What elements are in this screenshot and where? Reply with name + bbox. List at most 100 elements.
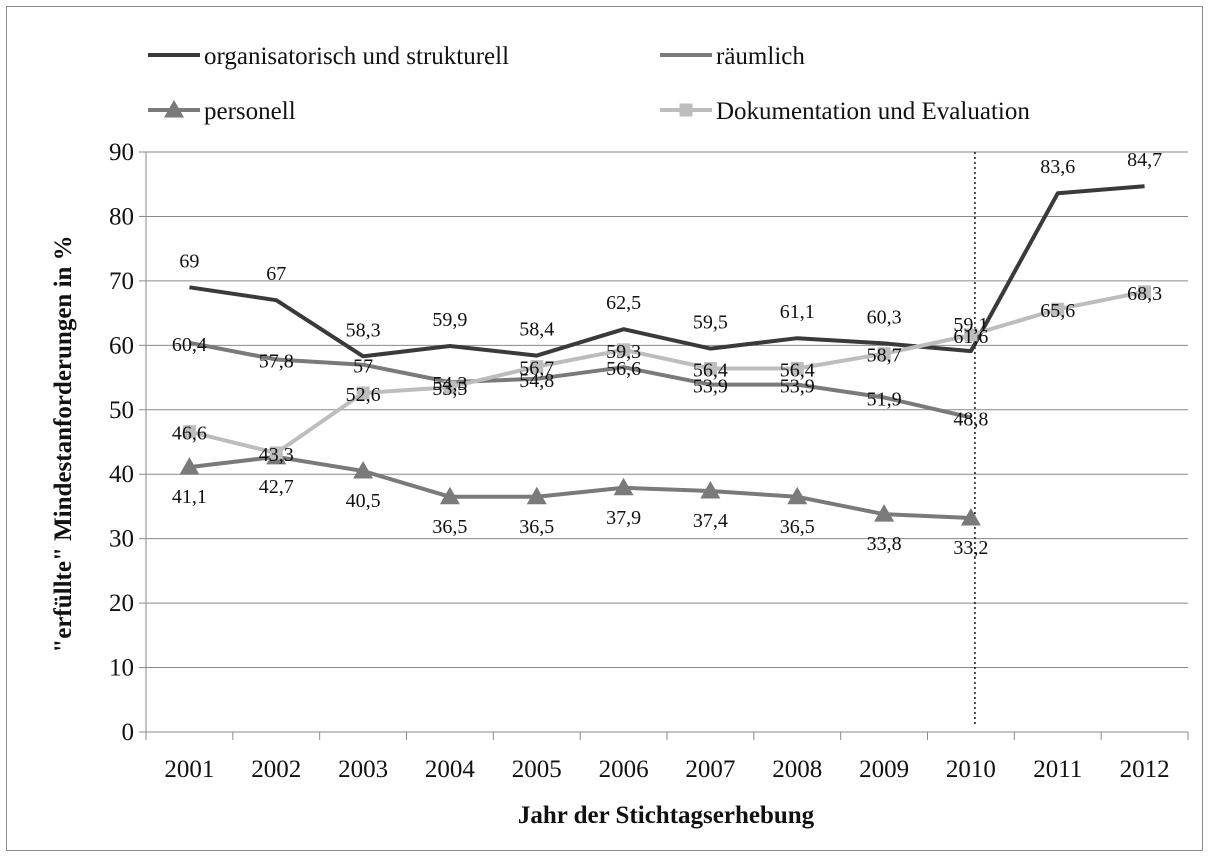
data-label-2-2002: 42,7	[259, 476, 294, 498]
series-2-marker-2006	[613, 477, 634, 496]
x-tick-label-2003: 2003	[338, 756, 388, 783]
data-label-1-2001: 60,4	[172, 334, 207, 356]
axes: 0 10 20 30 40 50 60 70 80 90 2001 2002 2003 2004 2005 2…	[109, 139, 1189, 783]
data-label-1-2007: 53,9	[693, 376, 728, 398]
series-3-marker-2008	[790, 362, 804, 376]
series-2-marker-2007	[700, 480, 721, 499]
x-tick-label-2008: 2008	[772, 756, 822, 783]
data-label-2-2001: 41,1	[172, 486, 207, 508]
data-label-0-2008: 61,1	[780, 301, 815, 323]
series-line-3	[188, 289, 1145, 455]
data-label-3-2010: 61,6	[953, 326, 988, 348]
x-tick-label-2007: 2007	[685, 756, 735, 783]
y-tick-label-60: 60	[109, 332, 134, 359]
series-line-0	[189, 184, 1145, 359]
x-tick-label-2004: 2004	[425, 756, 476, 783]
data-label-1-2003: 57	[353, 356, 373, 378]
series-3-marker-2005	[530, 360, 544, 374]
series-2-marker-2003	[353, 461, 374, 479]
x-tick-label-2011: 2011	[1033, 756, 1082, 783]
data-label-0-2011: 83,6	[1040, 156, 1075, 178]
legend-marker-2	[164, 100, 184, 118]
x-tick-label-2009: 2009	[859, 756, 909, 783]
data-label-0-2002: 67	[266, 263, 286, 285]
series-2-marker-2005	[526, 486, 547, 505]
y-tick-label-30: 30	[109, 526, 134, 553]
data-label-2-2005: 36,5	[519, 516, 554, 538]
chart-frame	[6, 6, 1203, 851]
y-tick-label-20: 20	[109, 590, 134, 617]
series-3-marker-2011	[1051, 302, 1065, 316]
data-label-1-2006: 56,6	[606, 358, 641, 380]
data-label-3-2008: 56,4	[780, 360, 815, 382]
series-2-marker-2010	[960, 508, 981, 526]
data-label-3-2006: 59,3	[606, 341, 641, 363]
data-label-3-2002: 43,3	[259, 444, 294, 466]
y-tick-label-80: 80	[109, 203, 134, 230]
data-label-3-2005: 56,7	[519, 358, 554, 380]
data-label-1-2008: 53,9	[780, 376, 815, 398]
series-2-marker-2004	[439, 486, 460, 505]
data-label-0-2003: 58,3	[346, 319, 381, 341]
data-label-3-2003: 52,6	[346, 384, 381, 406]
series-3-marker-2010	[964, 328, 978, 342]
series-2-marker-2001	[179, 457, 200, 475]
series-line-2	[189, 454, 971, 520]
legend-label-0: organisatorisch und strukturell	[204, 43, 509, 70]
data-label-3-2001: 46,6	[172, 423, 207, 445]
series-line-1	[189, 340, 972, 420]
data-label-3-2012: 68,3	[1127, 283, 1162, 305]
gridlines	[146, 151, 1188, 669]
x-tick-label-2010: 2010	[946, 756, 996, 783]
data-label-1-2004: 54,3	[432, 373, 467, 395]
series-3-marker-2006	[617, 343, 631, 357]
y-tick-label-40: 40	[109, 461, 134, 488]
y-tick-label-90: 90	[109, 139, 134, 166]
y-tick-label-10: 10	[109, 655, 134, 682]
series-3-marker-2003	[356, 386, 370, 400]
series-3-marker-2009	[877, 347, 891, 361]
data-label-2-2008: 36,5	[780, 516, 815, 538]
data-label-3-2009: 58,7	[867, 345, 902, 367]
y-tick-label-0: 0	[122, 719, 135, 746]
series-3-marker-2012	[1138, 285, 1152, 299]
data-labels: 69 67 58,3 59,9 58,4 62,5 59,5 61,1 60,3 59,1 83,6…	[172, 149, 1162, 559]
data-label-1-2005: 54,8	[519, 370, 554, 392]
series-3-marker-2002	[269, 446, 283, 460]
series-3-marker-2007	[703, 362, 717, 376]
legend-marker-3	[679, 103, 693, 117]
data-label-0-2007: 59,5	[693, 312, 728, 334]
data-label-2-2003: 40,5	[346, 490, 381, 512]
data-label-2-2004: 36,5	[432, 516, 467, 538]
data-label-0-2012: 84,7	[1127, 149, 1162, 171]
data-label-3-2007: 56,4	[693, 360, 728, 382]
x-tick-label-2006: 2006	[599, 756, 649, 783]
series-group	[179, 184, 1152, 526]
legend-label-1: räumlich	[716, 43, 805, 70]
x-axis-title: Jahr der Stichtagserhebung	[518, 802, 815, 829]
x-tick-label-2012: 2012	[1120, 756, 1170, 783]
data-label-2-2009: 33,8	[867, 533, 902, 555]
y-tick-label-70: 70	[109, 268, 134, 295]
data-label-0-2004: 59,9	[432, 309, 467, 331]
data-label-0-2010: 59,1	[953, 314, 988, 336]
y-tick-label-50: 50	[109, 397, 134, 424]
x-tick-label-2005: 2005	[512, 756, 562, 783]
data-label-1-2009: 51,9	[867, 389, 902, 411]
data-label-2-2007: 37,4	[693, 510, 728, 532]
y-axis-title: "erfüllte" Mindestanforderungen in %	[50, 235, 77, 652]
series-3-marker-2004	[443, 380, 457, 394]
data-label-2-2006: 37,9	[606, 507, 641, 529]
data-label-2-2010: 33,2	[953, 537, 988, 559]
x-tick-label-2002: 2002	[251, 756, 301, 783]
series-2-marker-2008	[787, 486, 808, 505]
legend-label-2: personell	[204, 98, 296, 125]
data-label-0-2006: 62,5	[606, 292, 641, 314]
series-2-marker-2009	[874, 504, 895, 522]
series-3-marker-2001	[182, 425, 196, 439]
x-tick-label-2001: 2001	[164, 756, 214, 783]
data-label-1-2010: 48,8	[953, 409, 988, 431]
legend: organisatorisch und strukturell räumlich p…	[148, 43, 1030, 125]
data-label-0-2005: 58,4	[519, 319, 554, 341]
